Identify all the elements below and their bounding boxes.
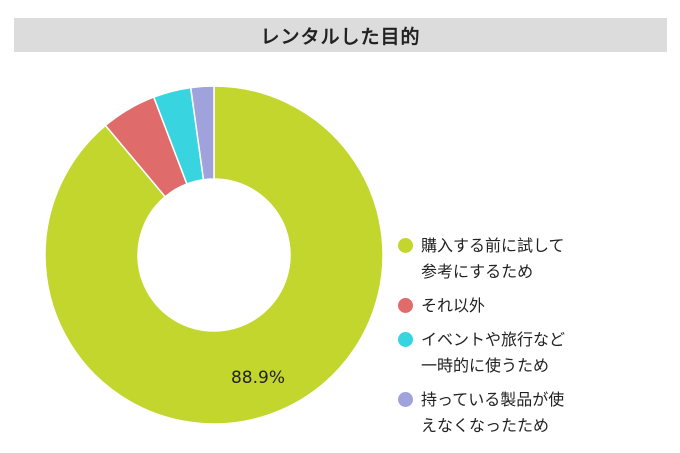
pie-slice [189,85,215,181]
legend-swatch [398,238,413,253]
legend-label: 購入する前に試して 参考にするため [421,236,565,281]
pie-slice [44,85,384,425]
legend-item: 購入する前に試して 参考にするため [398,233,668,285]
legend-item: 持っている製品が使 えなくなったため [398,387,668,439]
legend-item: イベントや旅行など 一時的に使うため [398,327,668,379]
legend-label: イベントや旅行など 一時的に使うため [421,330,566,375]
chart-title: レンタルした目的 [260,25,421,48]
legend-item: それ以外 [398,293,668,319]
chart-legend: 購入する前に試して 参考にするためそれ以外イベントや旅行など 一時的に使うため持… [398,233,668,447]
legend-swatch [398,332,413,347]
slice-value-label: 88.9% [231,368,285,388]
legend-label: 持っている製品が使 えなくなったため [421,390,565,435]
legend-label: それ以外 [421,296,486,315]
chart-title-bar: レンタルした目的 [14,18,667,52]
legend-swatch [398,298,413,313]
legend-swatch [398,392,413,407]
